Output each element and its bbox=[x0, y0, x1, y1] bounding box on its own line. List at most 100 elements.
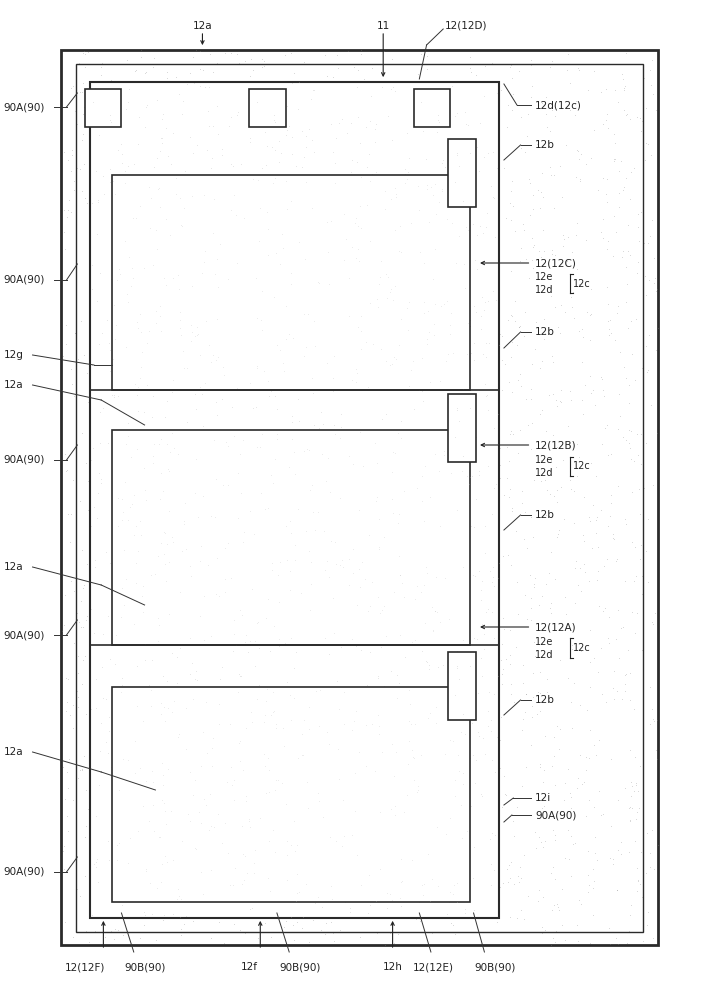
Point bbox=[450, 451, 462, 467]
Point bbox=[151, 92, 163, 108]
Point bbox=[221, 579, 232, 595]
Point bbox=[443, 611, 455, 627]
Point bbox=[157, 754, 168, 770]
Bar bbox=[61, 50, 658, 945]
Point bbox=[646, 212, 658, 228]
Point bbox=[415, 46, 427, 62]
Point bbox=[562, 229, 574, 245]
Point bbox=[337, 792, 348, 808]
Point bbox=[388, 743, 400, 759]
Point bbox=[212, 643, 223, 659]
Point bbox=[374, 511, 385, 527]
Point bbox=[254, 731, 266, 747]
Point bbox=[178, 195, 189, 211]
Point bbox=[424, 374, 436, 390]
Point bbox=[619, 573, 630, 589]
Point bbox=[297, 319, 309, 335]
Point bbox=[445, 810, 456, 826]
Point bbox=[243, 813, 254, 829]
Point bbox=[364, 95, 376, 111]
Point bbox=[482, 356, 494, 372]
Point bbox=[469, 335, 480, 351]
Point bbox=[67, 142, 78, 158]
Point bbox=[325, 719, 336, 735]
Point bbox=[246, 179, 257, 195]
Point bbox=[471, 643, 482, 659]
Point bbox=[423, 742, 435, 758]
Point bbox=[442, 309, 453, 325]
Point bbox=[151, 241, 163, 257]
Point bbox=[333, 861, 345, 877]
Point bbox=[547, 822, 559, 838]
Point bbox=[457, 444, 469, 460]
Point bbox=[304, 482, 316, 498]
Point bbox=[588, 122, 599, 138]
Point bbox=[166, 628, 177, 644]
Point bbox=[310, 476, 322, 492]
Point bbox=[404, 262, 416, 278]
Point bbox=[125, 583, 137, 599]
Point bbox=[226, 613, 237, 629]
Point bbox=[333, 367, 345, 383]
Point bbox=[150, 826, 162, 842]
Point bbox=[388, 672, 400, 688]
Point bbox=[85, 518, 97, 534]
Point bbox=[154, 521, 166, 537]
Point bbox=[239, 524, 250, 540]
Point bbox=[209, 93, 221, 109]
Point bbox=[161, 399, 173, 415]
Point bbox=[181, 550, 193, 566]
Point bbox=[137, 75, 148, 91]
Point bbox=[129, 733, 141, 749]
Point bbox=[403, 867, 414, 883]
Point bbox=[471, 429, 482, 445]
Point bbox=[566, 299, 578, 315]
Point bbox=[360, 717, 372, 733]
Point bbox=[623, 642, 634, 658]
Point bbox=[395, 795, 407, 811]
Point bbox=[351, 365, 362, 381]
Point bbox=[454, 339, 466, 355]
Point bbox=[363, 146, 375, 162]
Point bbox=[271, 199, 283, 215]
Point bbox=[335, 436, 347, 452]
Point bbox=[372, 508, 383, 524]
Point bbox=[258, 250, 270, 266]
Point bbox=[156, 427, 168, 443]
Point bbox=[271, 565, 283, 581]
Point bbox=[333, 859, 345, 875]
Point bbox=[498, 621, 510, 637]
Point bbox=[242, 132, 254, 148]
Point bbox=[578, 527, 589, 543]
Point bbox=[215, 790, 226, 806]
Point bbox=[270, 823, 282, 839]
Point bbox=[265, 572, 277, 588]
Point bbox=[469, 757, 481, 773]
Point bbox=[235, 156, 247, 172]
Point bbox=[278, 851, 290, 867]
Point bbox=[129, 762, 140, 778]
Point bbox=[429, 446, 440, 462]
Point bbox=[595, 640, 607, 656]
Point bbox=[142, 166, 154, 182]
Point bbox=[268, 107, 280, 123]
Point bbox=[309, 338, 320, 354]
Point bbox=[321, 681, 333, 697]
Point bbox=[291, 158, 302, 174]
Point bbox=[453, 503, 465, 519]
Point bbox=[283, 118, 295, 134]
Point bbox=[442, 316, 453, 332]
Point bbox=[374, 152, 385, 168]
Point bbox=[187, 145, 198, 161]
Point bbox=[461, 205, 472, 221]
Point bbox=[108, 820, 120, 836]
Point bbox=[160, 211, 171, 227]
Point bbox=[150, 175, 162, 191]
Point bbox=[455, 794, 466, 810]
Point bbox=[435, 350, 446, 366]
Point bbox=[79, 46, 90, 62]
Point bbox=[108, 507, 120, 523]
Point bbox=[577, 321, 589, 337]
Point bbox=[136, 377, 147, 393]
Point bbox=[315, 390, 327, 406]
